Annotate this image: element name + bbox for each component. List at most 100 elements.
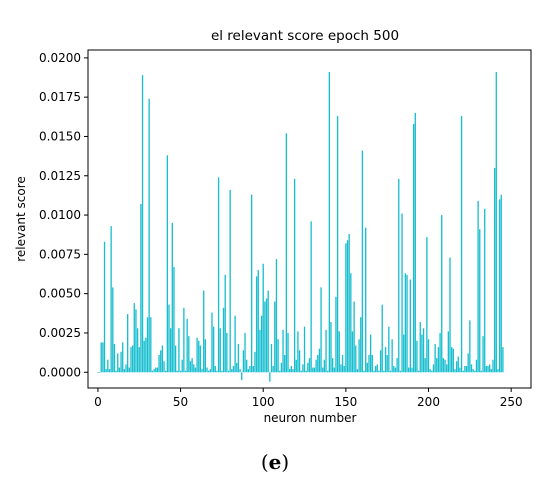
bar — [442, 358, 445, 373]
bar — [130, 347, 132, 373]
bar — [335, 296, 337, 373]
bar — [275, 259, 278, 373]
y-axis-label: relevant score — [14, 176, 28, 262]
bar — [449, 257, 451, 373]
bar — [221, 370, 223, 373]
bar — [136, 328, 139, 373]
y-tick-label: 0.0200 — [39, 51, 81, 65]
bar — [237, 343, 240, 373]
bar — [394, 367, 397, 373]
bar — [255, 276, 258, 373]
bar — [379, 350, 382, 373]
bar — [232, 365, 235, 373]
y-tick-label: 0.0000 — [39, 365, 81, 379]
bar — [290, 365, 292, 373]
bar — [348, 233, 350, 373]
bar — [391, 339, 393, 373]
bar — [269, 372, 271, 382]
bar — [97, 372, 99, 373]
bar — [455, 361, 458, 373]
bars-group — [97, 72, 504, 382]
y-tick-label: 0.0175 — [39, 90, 81, 104]
y-tick-label: 0.0100 — [39, 208, 81, 222]
caption-open: ( — [260, 450, 269, 474]
bar — [229, 189, 231, 373]
bar — [100, 342, 102, 373]
x-tick-label: 250 — [500, 395, 523, 409]
bar — [383, 370, 385, 373]
bar — [343, 365, 345, 373]
bar — [179, 370, 182, 373]
chart-title: el relevant score epoch 500 — [211, 28, 399, 44]
bar — [409, 279, 411, 373]
bar — [184, 370, 187, 373]
bar — [143, 340, 145, 373]
bar — [270, 343, 273, 373]
y-tick-label: 0.0125 — [39, 169, 81, 183]
bar — [386, 354, 388, 373]
bar — [198, 340, 200, 373]
bar — [474, 370, 476, 373]
bar — [204, 339, 207, 373]
bar — [160, 350, 162, 373]
bar — [421, 334, 423, 373]
bar — [250, 194, 253, 373]
bar — [469, 320, 471, 373]
bar — [241, 372, 243, 381]
bar — [122, 342, 124, 373]
bar — [480, 370, 483, 373]
bar — [345, 243, 347, 373]
bar — [176, 370, 178, 373]
bar — [365, 227, 367, 373]
bar — [358, 339, 360, 373]
bar — [287, 332, 289, 373]
bar — [487, 365, 489, 373]
bar — [168, 304, 170, 373]
bar — [222, 307, 225, 373]
bar — [260, 315, 263, 373]
bar — [224, 274, 226, 373]
bar — [459, 367, 461, 373]
bar — [381, 304, 383, 373]
bar — [113, 343, 116, 373]
bar — [120, 351, 122, 373]
bar — [467, 353, 469, 373]
bar — [360, 317, 362, 373]
x-tick-label: 100 — [252, 395, 275, 409]
bar — [378, 370, 380, 373]
bar — [169, 328, 172, 373]
bar-chart: el relevant score epoch 500 0 50 100 150 200… — [14, 28, 532, 425]
bar — [158, 354, 160, 373]
bar — [262, 263, 264, 373]
bar — [434, 343, 436, 373]
bar — [141, 75, 144, 373]
bar — [303, 326, 306, 373]
bar — [105, 369, 107, 373]
bar — [363, 370, 365, 373]
x-tick-label: 0 — [94, 395, 102, 409]
bar — [330, 321, 332, 373]
bar — [417, 370, 420, 373]
x-axis-ticks: 0 50 100 150 200 250 — [94, 388, 523, 409]
bar — [146, 317, 149, 373]
bar — [112, 287, 114, 373]
bar — [374, 365, 377, 373]
bar — [318, 348, 321, 373]
bar — [328, 72, 330, 373]
bar — [117, 353, 119, 373]
bar — [127, 314, 129, 373]
bar — [310, 221, 312, 373]
bar — [396, 358, 398, 373]
bar — [320, 287, 322, 373]
bar — [212, 326, 215, 373]
bar — [297, 331, 299, 373]
bar — [244, 332, 246, 373]
bar — [464, 365, 466, 373]
bar — [282, 329, 284, 373]
x-tick-label: 50 — [173, 395, 188, 409]
bar — [439, 332, 441, 373]
bar — [419, 321, 421, 373]
bar — [389, 370, 392, 373]
bar — [437, 347, 440, 373]
bar — [193, 364, 195, 373]
